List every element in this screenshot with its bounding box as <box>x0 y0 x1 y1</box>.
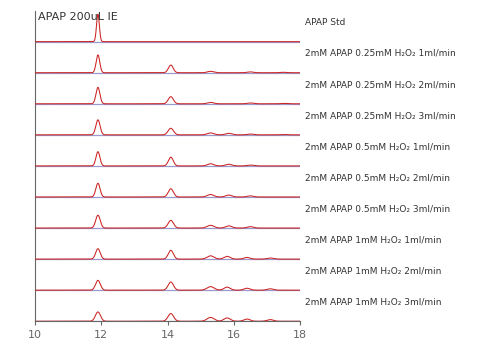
Text: 2mM APAP 0.5mM H₂O₂ 3ml/min: 2mM APAP 0.5mM H₂O₂ 3ml/min <box>306 204 450 213</box>
Text: 2mM APAP 0.5mM H₂O₂ 1ml/min: 2mM APAP 0.5mM H₂O₂ 1ml/min <box>306 142 450 151</box>
Text: APAP Std: APAP Std <box>306 18 346 27</box>
Text: 2mM APAP 0.5mM H₂O₂ 2ml/min: 2mM APAP 0.5mM H₂O₂ 2ml/min <box>306 173 450 182</box>
Text: 2mM APAP 1mM H₂O₂ 1ml/min: 2mM APAP 1mM H₂O₂ 1ml/min <box>306 235 442 244</box>
Text: 2mM APAP 0.25mM H₂O₂ 2ml/min: 2mM APAP 0.25mM H₂O₂ 2ml/min <box>306 80 456 89</box>
Text: 2mM APAP 0.25mM H₂O₂ 3ml/min: 2mM APAP 0.25mM H₂O₂ 3ml/min <box>306 111 456 120</box>
Text: 2mM APAP 0.25mM H₂O₂ 1ml/min: 2mM APAP 0.25mM H₂O₂ 1ml/min <box>306 49 456 58</box>
Text: 2mM APAP 1mM H₂O₂ 3ml/min: 2mM APAP 1mM H₂O₂ 3ml/min <box>306 298 442 306</box>
Text: 2mM APAP 1mM H₂O₂ 2ml/min: 2mM APAP 1mM H₂O₂ 2ml/min <box>306 267 442 275</box>
Text: APAP 200uL IE: APAP 200uL IE <box>38 12 117 22</box>
